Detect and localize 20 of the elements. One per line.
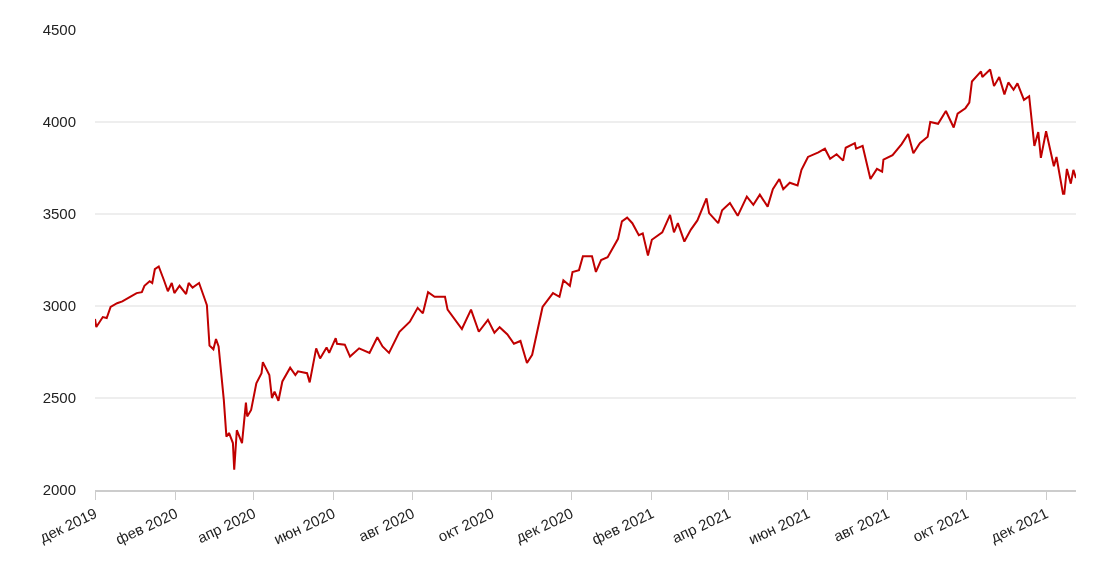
x-tick-label: авг 2021 xyxy=(830,504,892,545)
y-tick-label: 3000 xyxy=(42,297,76,315)
y-tick-label: 4500 xyxy=(42,21,76,39)
x-tick-label: окт 2021 xyxy=(910,504,972,545)
x-tick-label: июн 2020 xyxy=(271,504,338,548)
x-tick-label: апр 2020 xyxy=(194,504,259,547)
x-tick-label: июн 2021 xyxy=(745,504,813,548)
y-tick-label: 4000 xyxy=(42,113,76,131)
y-tick-label: 2500 xyxy=(42,389,76,407)
y-tick-label: 2000 xyxy=(42,481,76,499)
x-tick-label: дек 2020 xyxy=(512,504,576,546)
x-tick-label: апр 2021 xyxy=(669,504,734,547)
x-tick-label: фев 2020 xyxy=(112,504,181,548)
x-tick-label: дек 2021 xyxy=(987,504,1051,546)
x-tick-label: дек 2019 xyxy=(36,504,100,546)
line-series xyxy=(95,68,1076,471)
x-tick-label: фев 2021 xyxy=(589,504,657,548)
x-tick-label: авг 2020 xyxy=(355,504,417,545)
y-tick-label: 3500 xyxy=(42,205,76,223)
x-tick-label: окт 2020 xyxy=(435,504,497,545)
